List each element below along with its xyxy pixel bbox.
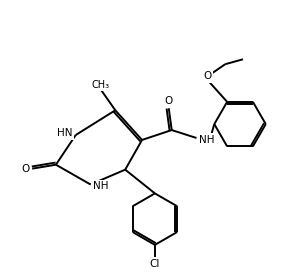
Text: NH: NH bbox=[93, 181, 108, 191]
Text: O: O bbox=[165, 96, 173, 106]
Text: O: O bbox=[21, 164, 29, 174]
Text: O: O bbox=[203, 71, 211, 81]
Text: Cl: Cl bbox=[150, 259, 160, 269]
Text: NH: NH bbox=[200, 135, 215, 145]
Text: CH₃: CH₃ bbox=[91, 79, 110, 89]
Text: HN: HN bbox=[57, 128, 73, 138]
